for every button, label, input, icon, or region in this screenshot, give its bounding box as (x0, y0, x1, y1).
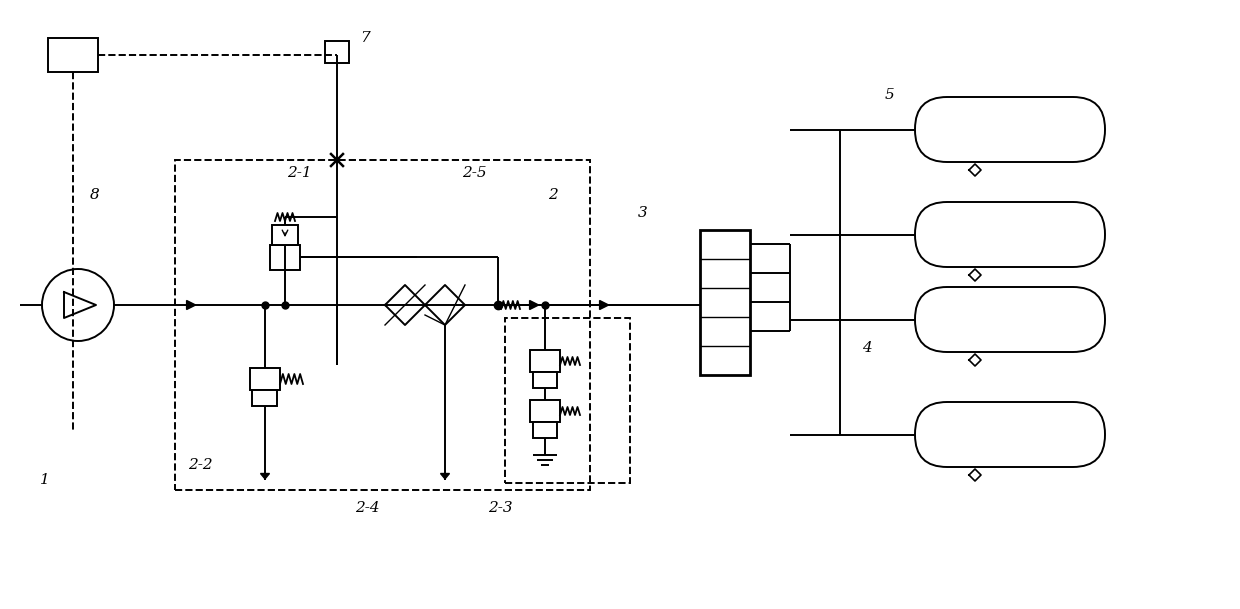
Bar (701, 230, 750, 375)
Circle shape (42, 269, 114, 341)
Bar (529, 350, 560, 372)
Text: 5: 5 (885, 88, 895, 102)
Bar (529, 400, 560, 422)
Polygon shape (260, 474, 269, 479)
Bar (505, 318, 630, 483)
Bar (175, 160, 590, 490)
Polygon shape (440, 474, 449, 479)
FancyBboxPatch shape (915, 287, 1105, 352)
Text: 2-1: 2-1 (286, 166, 311, 180)
Bar (48, 38, 98, 72)
Polygon shape (186, 300, 196, 309)
FancyBboxPatch shape (915, 97, 1105, 162)
Text: 1: 1 (40, 473, 50, 487)
Text: 7: 7 (360, 31, 370, 45)
Text: 2: 2 (548, 188, 558, 202)
Bar (325, 41, 348, 63)
Bar (272, 225, 298, 245)
Bar (533, 372, 557, 388)
Text: 2-5: 2-5 (463, 166, 486, 180)
Bar (533, 422, 557, 438)
Polygon shape (600, 300, 609, 309)
Bar (250, 368, 280, 390)
Text: 2-3: 2-3 (489, 501, 512, 515)
Text: 8: 8 (91, 188, 99, 202)
FancyBboxPatch shape (915, 202, 1105, 267)
Text: 2-4: 2-4 (355, 501, 379, 515)
Polygon shape (529, 300, 538, 309)
Bar (252, 390, 277, 406)
Text: 4: 4 (862, 341, 872, 355)
Bar (270, 245, 300, 270)
FancyBboxPatch shape (915, 402, 1105, 467)
Text: 2-2: 2-2 (188, 458, 212, 472)
Text: 3: 3 (639, 206, 647, 220)
